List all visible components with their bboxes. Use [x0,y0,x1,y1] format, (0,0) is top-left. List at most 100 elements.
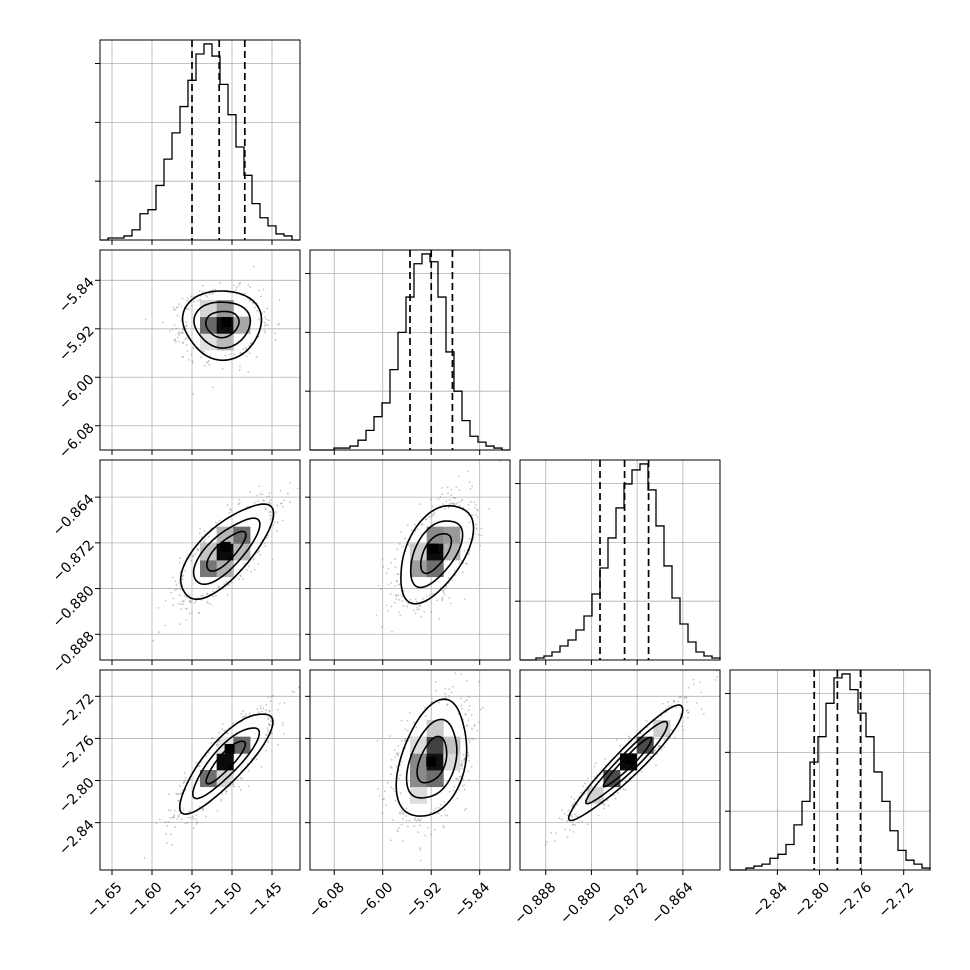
sample-point [219,281,222,284]
sample-point [265,749,267,752]
sample-point [442,503,445,505]
x-tick-label: −2.84 [749,879,791,921]
sample-point [210,737,213,740]
sample-point [467,503,470,506]
sample-point [695,702,698,704]
sample-point [455,486,458,488]
sample-point [199,527,202,530]
sample-point [448,499,451,501]
sample-point [452,502,454,505]
sample-point [450,488,453,491]
sample-point [184,338,187,340]
sample-point [182,329,184,331]
sample-point [174,340,177,343]
contour-line [602,736,653,788]
hist-panel-2 [515,459,721,665]
sample-point [444,692,446,695]
contour-line [420,533,453,575]
sample-point [214,288,216,291]
sample-point [468,705,471,707]
sample-point [207,602,210,605]
sample-point [462,506,465,509]
sample-point [262,707,265,710]
density-cell [216,753,234,771]
sample-point [204,538,207,541]
sample-point [453,569,456,572]
sample-point [201,284,204,287]
sample-point [298,686,300,689]
x-tick-label: −2.80 [791,879,833,921]
sample-point [265,537,268,539]
sample-point [628,735,630,738]
sample-point [261,312,264,315]
sample-point [463,598,466,601]
sample-point [256,551,259,554]
sample-point [684,695,687,698]
sample-point [191,360,194,363]
sample-point [400,739,403,742]
sample-point [460,500,462,503]
sample-point [192,347,195,350]
sample-point [181,355,184,358]
sample-point [193,602,196,604]
sample-point [221,367,224,370]
sample-point [264,508,267,511]
sample-point [468,521,471,524]
sample-point [268,724,271,726]
sample-point [206,295,208,298]
sample-point [413,721,416,724]
sample-point [393,749,396,751]
sample-point [192,555,195,558]
sample-point [190,560,192,562]
sample-point [179,812,182,815]
sample-point [659,745,661,747]
sample-point [614,797,617,800]
sample-point [584,782,586,785]
sample-point [683,697,686,700]
sample-point [404,738,406,741]
sample-point [550,831,552,834]
sample-point [425,595,428,597]
y-tick-label: −0.872 [50,537,98,585]
density-cell [443,526,461,544]
sample-point [239,574,242,577]
sample-point [242,348,245,351]
sample-point [201,809,204,811]
sample-point [416,528,419,531]
sample-point [414,598,417,601]
sample-point [401,840,404,843]
sample-point [181,356,184,359]
sample-point [419,605,421,608]
sample-point [672,701,675,703]
sample-point [615,738,618,741]
sample-point [396,830,399,833]
sample-point [174,580,177,583]
sample-point [175,584,178,586]
sample-point [421,523,424,526]
sample-point [671,704,673,707]
sample-point [444,814,447,816]
sample-point [441,598,444,601]
sample-point [387,567,390,570]
sample-point [174,338,177,341]
x-tick-label: −1.50 [204,879,246,921]
contour-line [567,704,684,822]
sample-point [180,305,182,308]
sample-point [406,729,409,732]
sample-point [259,493,262,495]
sample-point [566,814,569,817]
sample-point [432,809,435,812]
sample-point [411,529,413,531]
sample-point [443,801,445,803]
sample-point [251,302,254,305]
sample-point [468,738,470,741]
sample-point [448,577,450,580]
sample-point [420,817,422,820]
sample-point [448,502,451,505]
sample-point [187,816,190,819]
sample-point [191,554,194,557]
x-tick-label: −5.84 [452,879,494,921]
density-cell [233,526,251,544]
sample-point [252,559,255,561]
sample-point [187,308,190,311]
